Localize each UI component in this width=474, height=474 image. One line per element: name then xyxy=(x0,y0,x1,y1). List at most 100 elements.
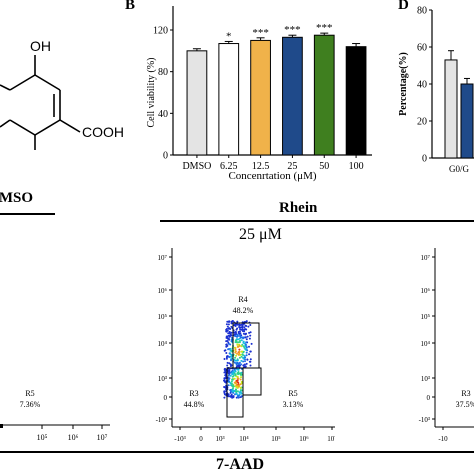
event-dot xyxy=(245,362,248,365)
event-dot xyxy=(238,350,241,353)
bar-series-0 xyxy=(444,59,458,159)
event-dot xyxy=(246,349,249,352)
x-tick-label: 10⁵ xyxy=(37,433,48,442)
event-dot xyxy=(233,381,236,384)
event-dot xyxy=(228,320,231,323)
event-dot xyxy=(245,338,248,341)
event-dot xyxy=(235,385,238,388)
x-tick-label: -10³ xyxy=(174,435,185,443)
event-dot xyxy=(237,362,240,365)
event-dot xyxy=(230,382,233,385)
event-dot xyxy=(226,325,229,328)
event-dot xyxy=(234,335,236,337)
event-dot xyxy=(239,332,242,335)
event-dot xyxy=(229,389,232,391)
event-dot xyxy=(232,391,235,394)
event-dot xyxy=(223,391,226,394)
event-dot xyxy=(241,324,244,327)
event-dot xyxy=(239,353,242,356)
r5-label: R5 xyxy=(288,389,297,398)
y-tick-label: 10⁵ xyxy=(158,313,168,321)
event-dot xyxy=(241,350,244,353)
y-tick-label: 60 xyxy=(417,43,427,54)
event-dot xyxy=(238,326,241,328)
event-dot xyxy=(235,341,238,344)
event-dot xyxy=(225,330,228,333)
event-dot xyxy=(239,396,242,399)
flow-plot-dmso: R5 7.36% 10⁵ 10⁶ 10⁷ xyxy=(0,389,110,442)
event-dot xyxy=(238,383,241,386)
significance-mark: *** xyxy=(284,24,301,36)
event-dot xyxy=(231,385,234,387)
x-tick-label: 50 xyxy=(319,161,329,172)
y-tick-label: 40 xyxy=(158,109,168,120)
event-dot xyxy=(244,324,247,327)
event-dot xyxy=(235,393,238,396)
r4-value: 48.2% xyxy=(233,306,254,315)
event-dot xyxy=(236,320,239,323)
event-dot xyxy=(244,333,247,336)
event-dot xyxy=(240,339,243,342)
event-dot xyxy=(234,356,237,359)
event-dot xyxy=(224,349,227,352)
cell-viability-chart: 0 40 80 120 DMSO * 6.25 *** 12.5 *** 25 *** 50 100 Cel… xyxy=(146,6,372,182)
event-dot xyxy=(237,371,239,374)
event-dot xyxy=(249,364,252,367)
event-dot xyxy=(237,323,240,326)
event-dot xyxy=(237,341,240,344)
x-axis-title: Concenrtation (μM) xyxy=(228,170,316,182)
event-dot xyxy=(224,374,227,377)
event-dot xyxy=(229,395,232,398)
event-dot xyxy=(245,354,248,357)
event-dot xyxy=(226,335,229,338)
event-dot xyxy=(243,363,246,366)
event-dot xyxy=(224,369,227,372)
y-tick-label: 10⁶ xyxy=(421,287,431,295)
x-tick-label: 10³ xyxy=(215,435,224,443)
r3-value: 37.5% xyxy=(456,400,474,409)
event-dot xyxy=(242,340,245,343)
event-dot xyxy=(230,380,233,383)
event-dot xyxy=(240,389,243,392)
event-dot xyxy=(249,331,252,334)
event-dot xyxy=(223,386,226,388)
event-dot xyxy=(223,358,226,360)
x-axis-title-7aad: 7-AAD xyxy=(216,456,264,473)
event-dot xyxy=(234,339,237,342)
event-dot xyxy=(249,358,252,361)
y-tick-label: 0 xyxy=(163,151,168,162)
event-dot xyxy=(226,364,229,367)
event-dot xyxy=(238,344,241,347)
event-dot xyxy=(248,353,251,356)
flow-plot-right: 10⁷ 10⁶ 10⁵ 10⁴ 10³ 0 -10³ -10 R3 37.5% xyxy=(419,248,474,443)
event-dot xyxy=(241,326,244,329)
event-dot xyxy=(233,324,236,327)
event-dot xyxy=(227,369,230,372)
event-dot xyxy=(228,348,231,350)
event-dot xyxy=(228,330,231,333)
y-axis-title: Percentage(%) xyxy=(398,52,409,116)
event-dot xyxy=(239,330,241,333)
y-tick-label: 10³ xyxy=(158,375,167,383)
dmso-group-label: DMSO xyxy=(0,190,33,206)
event-dot xyxy=(236,334,239,336)
x-tick-label: 12.5 xyxy=(252,161,269,172)
event-dot xyxy=(231,371,234,374)
r5-value: 3.13% xyxy=(283,400,304,409)
event-dot xyxy=(227,380,230,383)
y-tick-label: 10⁷ xyxy=(158,254,168,262)
event-dot xyxy=(236,377,239,380)
y-tick-label: 0 xyxy=(164,394,168,402)
r4-label: R4 xyxy=(238,295,247,304)
event-dot xyxy=(230,320,233,323)
y-tick-label: 0 xyxy=(422,154,427,165)
event-dot xyxy=(237,381,240,384)
event-dot xyxy=(245,351,248,354)
event-dot xyxy=(234,333,236,336)
event-dot xyxy=(230,359,232,362)
event-dot xyxy=(229,349,232,352)
event-dot xyxy=(242,345,245,348)
event-dot xyxy=(234,351,237,354)
event-dot xyxy=(234,370,237,373)
x-tick-label: G0/G xyxy=(449,164,470,174)
